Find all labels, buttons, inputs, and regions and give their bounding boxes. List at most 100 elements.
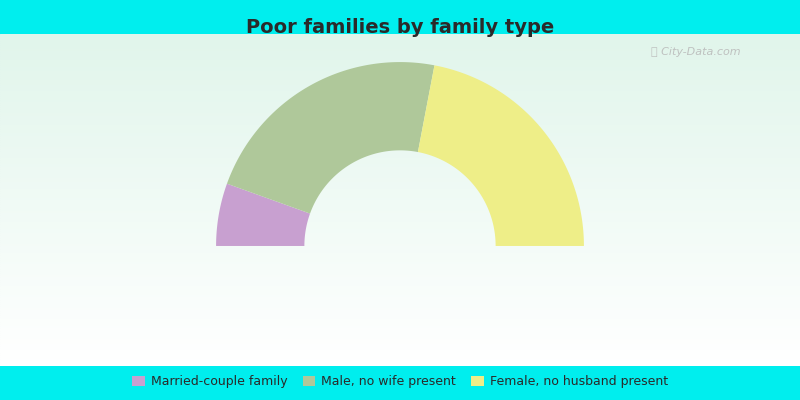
Bar [0, 147, 800, 149]
Bar [0, 174, 800, 176]
Bar [0, 109, 800, 112]
Bar [0, 187, 800, 189]
Bar [0, 60, 800, 63]
Bar [0, 320, 800, 322]
Bar [0, 36, 800, 38]
Bar [0, 209, 800, 211]
Bar [0, 297, 800, 300]
Bar [0, 216, 800, 218]
Bar [0, 178, 800, 180]
Bar [0, 350, 800, 353]
Bar [0, 353, 800, 355]
Bar [0, 224, 800, 226]
Bar [0, 142, 800, 145]
Bar [0, 87, 800, 89]
Polygon shape [216, 184, 310, 246]
Bar [0, 122, 800, 125]
Bar [0, 278, 800, 280]
Bar [0, 302, 800, 304]
Bar [0, 218, 800, 220]
Bar [0, 196, 800, 198]
Legend: Married-couple family, Male, no wife present, Female, no husband present: Married-couple family, Male, no wife pre… [127, 370, 673, 394]
Bar [0, 249, 800, 251]
Bar [0, 262, 800, 264]
Bar [0, 105, 800, 107]
Bar [0, 258, 800, 260]
Bar [0, 184, 800, 187]
Bar [0, 271, 800, 273]
Bar [0, 118, 800, 120]
Bar [0, 264, 800, 266]
Bar [0, 154, 800, 156]
Bar [0, 100, 800, 103]
Bar [0, 138, 800, 140]
Bar [0, 176, 800, 178]
Bar [0, 311, 800, 313]
Bar [0, 324, 800, 326]
Bar [0, 322, 800, 324]
Bar [0, 127, 800, 129]
Bar [0, 253, 800, 255]
Bar [0, 326, 800, 328]
Bar [0, 238, 800, 240]
Bar [0, 306, 800, 308]
Bar [0, 235, 800, 238]
Bar [0, 364, 800, 366]
Bar [0, 85, 800, 87]
Bar [0, 330, 800, 333]
Bar [0, 359, 800, 362]
Bar [0, 211, 800, 213]
Bar [0, 255, 800, 258]
Bar [0, 149, 800, 151]
Bar [0, 89, 800, 92]
Bar [0, 74, 800, 76]
Bar [0, 102, 800, 105]
Bar [0, 43, 800, 45]
Bar [0, 193, 800, 196]
Bar [0, 244, 800, 246]
Bar [0, 275, 800, 278]
Bar [0, 288, 800, 291]
Bar [0, 63, 800, 65]
Bar [0, 129, 800, 131]
Bar [0, 41, 800, 43]
Bar [0, 317, 800, 320]
Bar [0, 282, 800, 284]
Bar [0, 125, 800, 127]
Bar [0, 204, 800, 207]
Bar [0, 156, 800, 158]
Bar [0, 260, 800, 262]
Bar [0, 304, 800, 306]
Bar [0, 189, 800, 191]
Bar [0, 233, 800, 236]
Bar [0, 58, 800, 60]
Bar [0, 67, 800, 70]
Bar [0, 357, 800, 359]
Bar [0, 231, 800, 233]
Bar [0, 112, 800, 114]
Bar [0, 348, 800, 350]
Bar [0, 200, 800, 202]
Bar [0, 284, 800, 286]
Bar [0, 286, 800, 288]
Bar [0, 268, 800, 271]
Bar [0, 145, 800, 147]
Bar [0, 54, 800, 56]
Bar [0, 158, 800, 160]
Bar [0, 229, 800, 231]
Bar [0, 167, 800, 169]
Bar [0, 47, 800, 50]
Bar [0, 207, 800, 209]
Bar [0, 96, 800, 98]
Bar [0, 92, 800, 94]
Bar [0, 280, 800, 282]
Bar [0, 240, 800, 242]
Bar [0, 78, 800, 80]
Bar [0, 213, 800, 216]
Bar [0, 120, 800, 122]
Bar [0, 116, 800, 118]
Bar [0, 38, 800, 41]
Bar [0, 76, 800, 78]
Bar [0, 98, 800, 100]
Bar [0, 337, 800, 340]
